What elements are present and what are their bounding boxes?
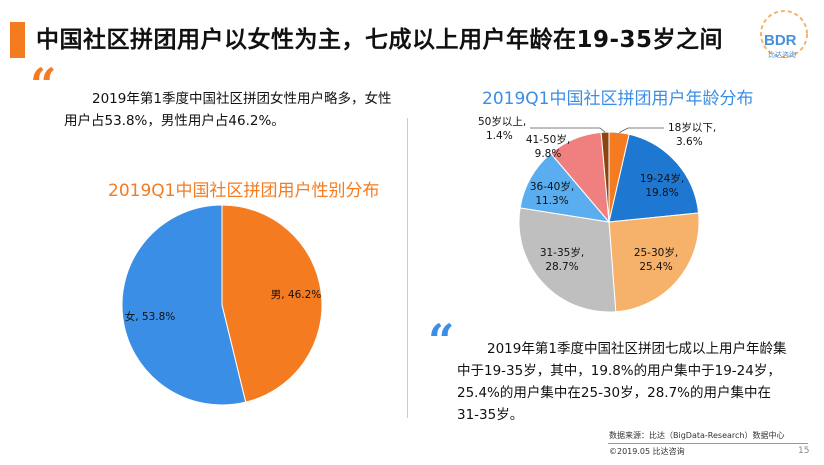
logo-subtitle: 比达咨询: [768, 51, 796, 59]
age-summary-line: 25.4%的用户集中在25-30岁，28.7%的用户集中在: [457, 385, 771, 401]
logo-name: BDR: [764, 32, 797, 49]
age-slice-percent: 3.6%: [676, 136, 703, 148]
age-slice-name: 36-40岁,: [530, 180, 574, 193]
age-slice-name: 31-35岁,: [540, 246, 584, 259]
age-slice: [600, 131, 610, 223]
age-slice-percent: 25.4%: [639, 261, 672, 273]
age-slice-percent: 1.4%: [486, 130, 513, 142]
column-divider: [407, 118, 408, 418]
age-slice: [518, 207, 617, 313]
gender-slice-label: 男, 46.2%: [271, 289, 322, 301]
age-slice-name: 25-30岁,: [634, 246, 678, 259]
age-slice: [519, 152, 611, 223]
footer-divider: [608, 443, 808, 444]
data-source: 数据来源：比达（BigData-Research）数据中心: [609, 431, 785, 440]
age-summary-line: 31-35岁。: [457, 407, 524, 423]
age-summary-text: 2019年第1季度中国社区拼团七成以上用户年龄集 中于19-35岁，其中，19.…: [457, 338, 787, 426]
gender-summary-line: 2019年第1季度中国社区拼团女性用户略多，女性: [92, 91, 392, 107]
quote-mark-icon: “: [30, 58, 57, 112]
footer-copyright: ©2019.05 比达咨询: [609, 447, 685, 456]
gender-slice-label: 女, 53.8%: [125, 310, 176, 323]
age-summary-line: 2019年第1季度中国社区拼团七成以上用户年龄集: [487, 341, 787, 357]
page-title: 中国社区拼团用户以女性为主，七成以上用户年龄在19-35岁之间: [36, 27, 724, 53]
age-slice: [608, 133, 700, 223]
age-slice-percent: 9.8%: [535, 148, 562, 160]
title-accent-bar: [10, 22, 25, 58]
age-slice-percent: 28.7%: [545, 261, 578, 273]
age-slice-name: 50岁以上,: [478, 115, 526, 128]
gender-slice-male: [221, 204, 323, 403]
age-slice-percent: 11.3%: [535, 195, 568, 207]
age-summary-line: 中于19-35岁，其中，19.8%的用户集中于19-24岁，: [457, 363, 781, 379]
page-number: 15: [798, 446, 810, 456]
age-leader-line: [530, 127, 606, 133]
age-chart-title: 2019Q1中国社区拼团用户年龄分布: [482, 89, 754, 109]
gender-summary-text: 2019年第1季度中国社区拼团女性用户略多，女性 用户占53.8%，男性用户占4…: [64, 88, 412, 132]
gender-summary-line: 用户占53.8%，男性用户占46.2%。: [64, 113, 285, 129]
quote-mark-icon: “: [428, 314, 455, 368]
gender-pie-chart: 男, 46.2% 女, 53.8%: [121, 204, 323, 406]
age-slice-name: 19-24岁,: [640, 172, 684, 185]
age-slice: [608, 212, 700, 313]
bdr-logo-icon: [760, 10, 808, 58]
gender-chart-title: 2019Q1中国社区拼团用户性别分布: [108, 181, 380, 201]
age-slice-percent: 19.8%: [645, 187, 678, 199]
gender-slice-female: [121, 204, 247, 406]
age-leader-line: [619, 127, 664, 133]
age-slice-name: 41-50岁,: [526, 133, 570, 146]
age-slice-name: 18岁以下,: [668, 121, 716, 134]
age-pie-chart: 18岁以下, 3.6% 19-24岁, 19.8% 25-30岁, 25.4% 31-35岁…: [478, 115, 716, 313]
